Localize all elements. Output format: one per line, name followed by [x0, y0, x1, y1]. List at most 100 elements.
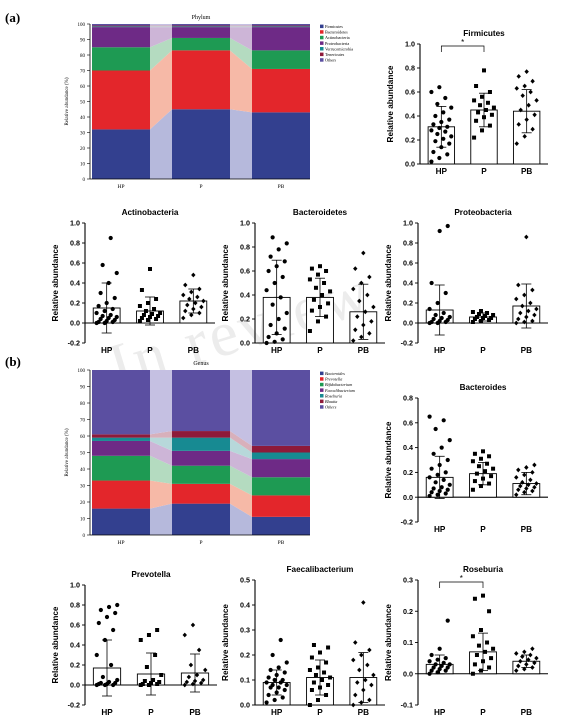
faecalibacterium-point-PB: [355, 680, 360, 685]
bacteroidetes-point-P: [311, 297, 316, 302]
faecalibacterium-point-P: [307, 668, 312, 672]
bacteroidetes-ylabel: Relative abundance: [221, 244, 230, 321]
phylum-legend-swatch: [320, 58, 324, 62]
faecalibacterium-point-HP: [270, 682, 275, 688]
firmicutes-point-P: [472, 98, 477, 103]
actinobacteria-point-PB: [189, 312, 194, 318]
actinobacteria-point-HP: [104, 318, 109, 324]
proteobacteria-point-P: [489, 316, 494, 320]
prevotella-point-PB: [196, 647, 202, 653]
firmicutes-point-P: [478, 103, 483, 108]
roseburia-point-PB: [514, 668, 519, 674]
genus-segment-2-1: [172, 465, 230, 484]
phylum-category-label: HP: [117, 184, 124, 190]
phylum-ytick-label: 80: [80, 54, 86, 59]
proteobacteria-point-P: [481, 316, 485, 320]
actinobacteria-point-P: [137, 319, 142, 323]
prevotella-ytick-label: 1.0: [70, 581, 80, 590]
roseburia-point-P: [481, 593, 485, 598]
roseburia-point-P: [472, 662, 477, 667]
firmicutes-ylabel: Relative abundance: [386, 65, 395, 142]
genus-ytick-label: 40: [80, 468, 86, 473]
genus-band-5-0: [150, 431, 172, 438]
roseburia-point-PB: [522, 666, 527, 672]
phylum-band-1-0: [150, 50, 172, 130]
phylum-legend-label: Firmicutes: [325, 24, 343, 29]
roseburia-point-PB: [522, 649, 527, 655]
roseburia-point-PB: [524, 661, 529, 667]
phylum-ylabel: Relative abundance (%): [65, 77, 70, 125]
firmicutes-point-HP: [439, 119, 444, 125]
firmicutes-point-P: [480, 94, 485, 99]
firmicutes-point-HP: [437, 125, 442, 131]
firmicutes-point-P: [482, 68, 486, 73]
bacteroidetes-ytick-label: 0.8: [240, 243, 250, 252]
phylum-band-3-1: [230, 27, 252, 51]
roseburia-point-PB: [534, 655, 539, 661]
bacteroidetes-point-P: [309, 266, 314, 271]
proteobacteria-point-HP: [445, 223, 450, 229]
roseburia-point-HP: [443, 656, 448, 661]
bacteroidetes-category-label: HP: [271, 346, 283, 355]
roseburia-point-HP: [439, 663, 444, 669]
phylum-segment-6-1: [172, 24, 230, 26]
bacteroides-point-P: [470, 487, 475, 492]
genus-segment-6-0: [92, 370, 150, 435]
bacteroidetes-ytick-label: 0.0: [240, 339, 250, 348]
actinobacteria-point-HP: [106, 315, 111, 321]
bacteroidetes-point-HP: [282, 259, 287, 264]
bacteroides-category-label: P: [480, 525, 486, 534]
prevotella-point-P: [138, 683, 143, 687]
firmicutes-chart: 0.0 0.2 0.4 0.6 0.8 1.0 Relative abundance Firm…: [386, 29, 548, 176]
faecalibacterium-category-label: PB: [358, 708, 369, 717]
prevotella-point-HP: [113, 610, 118, 616]
firmicutes-point-P: [487, 90, 492, 94]
bacteroidetes-point-P: [315, 319, 320, 324]
prevotella-point-PB: [186, 674, 192, 680]
phylum-band-1-1: [230, 50, 252, 113]
faecalibacterium-point-PB: [353, 692, 358, 698]
bacteroides-point-PB: [530, 470, 535, 475]
bacteroides-point-HP: [431, 486, 436, 491]
firmicutes-point-HP: [445, 124, 450, 129]
bacteroidetes-point-HP: [276, 247, 281, 252]
prevotella-point-HP: [106, 679, 112, 685]
bacteroides-point-HP: [427, 493, 432, 499]
firmicutes-point-PB: [524, 117, 529, 122]
firmicutes-category-label: HP: [436, 167, 448, 176]
proteobacteria-chart: -0.2 0.0 0.2 0.4 0.6 0.8 1.0 Relative abundance…: [384, 208, 548, 355]
phylum-band-3-0: [150, 27, 172, 48]
actinobacteria-point-PB: [181, 292, 186, 298]
faecalibacterium-point-HP: [272, 697, 277, 703]
genus-segment-6-1: [172, 370, 230, 432]
phylum-legend-label: Verrucomicrobia: [325, 46, 353, 51]
roseburia-point-P: [470, 671, 475, 676]
firmicutes-point-PB: [514, 86, 519, 91]
actinobacteria-point-P: [139, 316, 144, 320]
prevotella-point-P: [151, 678, 156, 682]
firmicutes-point-HP: [449, 134, 454, 139]
genus-band-0-0: [150, 503, 172, 535]
firmicutes-point-P: [491, 105, 496, 110]
bacteroidetes-point-HP: [264, 288, 269, 293]
actinobacteria-ytick-label: 0.8: [70, 239, 80, 248]
roseburia-point-HP: [447, 662, 452, 667]
faecalibacterium-category-label: HP: [271, 708, 283, 717]
phylum-ytick-label: 50: [80, 100, 86, 105]
phylum-legend-swatch: [320, 30, 324, 34]
roseburia-point-PB: [520, 654, 525, 659]
actinobacteria-point-HP: [100, 262, 105, 268]
bacteroides-category-label: PB: [521, 525, 532, 534]
proteobacteria-point-P: [487, 318, 492, 322]
bacteroides-point-P: [474, 471, 479, 476]
prevotella-point-P: [155, 628, 160, 632]
proteobacteria-point-HP: [437, 228, 442, 234]
bacteroidetes-point-PB: [357, 298, 362, 304]
firmicutes-ytick-label: 0.4: [405, 112, 415, 121]
prevotella-point-PB: [188, 662, 194, 668]
genus-segment-4-2: [252, 452, 310, 460]
actinobacteria-point-P: [150, 312, 155, 316]
roseburia-category-label: P: [480, 708, 486, 717]
faecalibacterium-point-PB: [351, 702, 356, 708]
